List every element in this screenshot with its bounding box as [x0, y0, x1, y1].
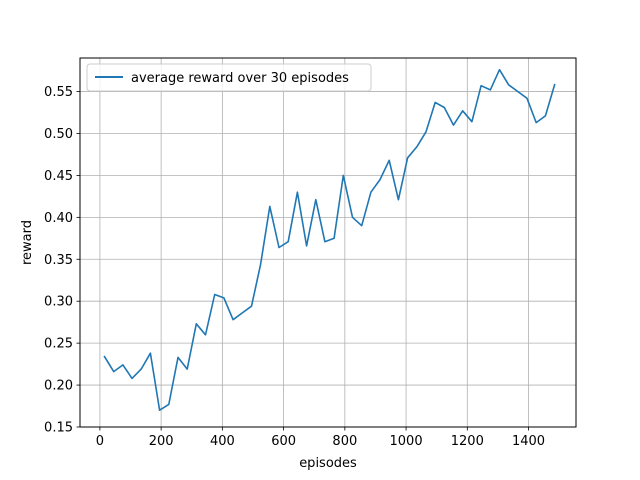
y-tick-label: 0.40	[44, 211, 73, 226]
x-tick-label: 400	[210, 434, 235, 449]
y-tick-label: 0.20	[44, 379, 73, 394]
plot-frame	[79, 57, 577, 428]
legend-label: average reward over 30 episodes	[131, 71, 349, 86]
x-tick-label: 600	[271, 434, 296, 449]
y-tick-label: 0.50	[44, 127, 73, 142]
x-tick-label: 1200	[451, 434, 484, 449]
legend-box	[86, 63, 372, 92]
y-tick-label: 0.15	[44, 421, 73, 436]
series-line	[103, 68, 556, 412]
x-tick-label: 1400	[512, 434, 545, 449]
y-tick-label: 0.45	[44, 169, 73, 184]
y-tick-label: 0.25	[44, 337, 73, 352]
y-tick-label: 0.35	[44, 253, 73, 268]
x-tick-label: 200	[149, 434, 174, 449]
series-layer	[103, 68, 556, 412]
x-tick-label: 0	[96, 434, 104, 449]
y-tick-label: 0.55	[44, 85, 73, 100]
y-axis-label: reward	[20, 220, 35, 265]
x-axis-label: episodes	[299, 456, 357, 471]
x-tick-label: 800	[332, 434, 357, 449]
y-tick-label: 0.30	[44, 295, 73, 310]
ticks: 0 200 400 600 800 1000 1200 1400 0.15 0.20 0.25 0.3…	[44, 85, 545, 449]
grid	[80, 58, 576, 428]
legend: average reward over 30 episodes	[86, 63, 372, 92]
x-tick-label: 1000	[390, 434, 423, 449]
